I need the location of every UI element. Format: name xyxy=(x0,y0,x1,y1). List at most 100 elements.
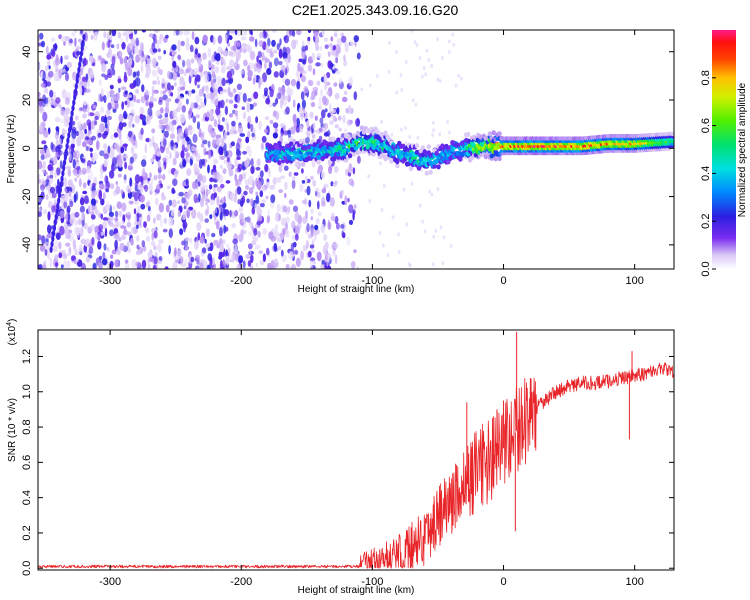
spectrogram-cell xyxy=(118,210,123,218)
spectrogram-cell xyxy=(286,86,291,96)
spectrogram-cell xyxy=(344,195,348,206)
spectrogram-cell xyxy=(43,171,48,176)
spectrogram-ridge-cell xyxy=(359,125,365,131)
spectrogram-cell xyxy=(95,142,100,151)
spectrogram-cell xyxy=(342,232,346,239)
spectrogram-cell xyxy=(181,137,186,147)
spectrogram-cell xyxy=(132,71,136,78)
spectrogram-cell xyxy=(214,54,220,60)
spectrogram-cell xyxy=(133,191,139,202)
spectrogram-cell xyxy=(165,34,169,39)
spectrogram-cell xyxy=(216,134,222,139)
spectrogram-cell xyxy=(256,208,262,214)
spectrogram-cell xyxy=(153,89,159,94)
spectrogram-cell xyxy=(254,38,258,48)
spectrogram-cell xyxy=(66,205,71,214)
spectrogram-cell xyxy=(255,263,259,268)
spectrogram-cell xyxy=(111,156,117,167)
spectrogram-cell xyxy=(58,149,63,156)
spectrogram-cell xyxy=(266,67,272,76)
spectrogram-cell xyxy=(83,46,88,50)
spectrogram-cell xyxy=(94,115,99,121)
spectrogram-cell xyxy=(185,42,191,51)
spectrogram-cell xyxy=(184,192,191,200)
spectrogram-cell xyxy=(108,220,112,225)
spectrogram-cell xyxy=(195,114,200,119)
spectrogram-cell xyxy=(144,143,148,154)
spectrogram-cell xyxy=(220,90,223,95)
spectrogram-cell xyxy=(140,127,144,135)
spectrogram-cell xyxy=(308,199,312,208)
spectrogram-cell xyxy=(302,70,307,75)
spectrogram-cell xyxy=(247,130,251,139)
spectrogram-cell xyxy=(272,132,278,139)
spectrogram-cell xyxy=(215,60,220,65)
spectrogram-cell xyxy=(182,59,186,68)
spectrogram-cell xyxy=(256,55,259,63)
spectrogram-cell xyxy=(202,52,207,60)
spectrogram-cell xyxy=(171,187,175,194)
spectrogram-cell xyxy=(141,159,147,168)
spectrogram-cell xyxy=(304,45,309,51)
spectrogram-cell xyxy=(63,200,68,209)
spectrogram-cell xyxy=(213,119,217,128)
spectrogram-cell xyxy=(53,199,58,207)
spectrogram-cell xyxy=(130,237,134,246)
spectrogram-cell xyxy=(424,72,427,77)
spectrogram-cell xyxy=(78,61,82,68)
spectrogram-cell xyxy=(38,194,43,203)
spectrogram-cell xyxy=(111,30,117,37)
spectrogram-ridge-cell xyxy=(277,160,282,166)
spectrogram-cell xyxy=(273,57,279,67)
spectrogram-cell xyxy=(309,244,315,249)
spectrogram-cell xyxy=(158,68,163,76)
spectrogram-cell xyxy=(327,112,331,118)
spectrogram-cell xyxy=(333,44,336,51)
spectrogram-cell xyxy=(289,30,294,36)
spectrogram-cell xyxy=(427,58,431,63)
spectrogram-cell xyxy=(273,49,278,54)
spectrogram-cell xyxy=(317,191,321,198)
spectrogram-cell xyxy=(344,41,348,48)
spectrogram-ridge-cell xyxy=(332,156,337,162)
spectrogram-cell xyxy=(212,82,218,92)
spectrogram-cell xyxy=(272,177,277,185)
spectrogram-cell xyxy=(191,145,196,152)
spectrogram-cell xyxy=(168,168,171,175)
spectrogram-cell xyxy=(232,238,238,245)
spectrogram-cell xyxy=(214,207,218,214)
spectrogram-cell xyxy=(49,246,53,253)
spectrogram-cell xyxy=(229,91,234,98)
spectrogram-cell xyxy=(238,150,242,157)
spectrogram-cell xyxy=(67,132,71,139)
spectrogram-cell xyxy=(204,238,207,244)
spectrogram-cell xyxy=(181,144,185,152)
spectrogram-cell xyxy=(158,239,164,244)
spectrogram-cell xyxy=(64,97,70,105)
spectrogram-cell xyxy=(256,158,261,167)
spectrogram-cell xyxy=(281,93,287,101)
spectrogram-cell xyxy=(182,159,187,168)
spectrogram-cell xyxy=(315,190,318,197)
spectrogram-cell xyxy=(186,58,192,68)
spectrogram-cell xyxy=(176,134,180,143)
spectrogram-cell xyxy=(183,205,187,210)
spectrogram-cell xyxy=(127,119,132,129)
spectrogram-cell xyxy=(69,200,74,208)
spectrogram-cell xyxy=(269,51,274,58)
spectrogram-cell xyxy=(55,139,59,146)
spectrogram-cell xyxy=(112,108,117,113)
spectrogram-cell xyxy=(141,50,144,58)
spectrogram-cell xyxy=(343,54,346,62)
spectrogram-cell xyxy=(195,168,199,172)
spectrogram-cell xyxy=(236,156,241,161)
spectrogram-cell xyxy=(224,105,229,116)
spectrogram-cell xyxy=(163,217,167,224)
spectrogram-cell xyxy=(279,86,286,96)
spectrogram-cell xyxy=(197,84,200,89)
spectrogram-cell xyxy=(326,192,331,203)
spectrogram-cell xyxy=(163,138,167,147)
spectrogram-cell xyxy=(447,50,451,55)
spectrogram-cell xyxy=(213,192,217,199)
spectrogram-cell xyxy=(216,186,222,193)
